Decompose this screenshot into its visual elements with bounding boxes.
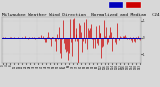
Text: Milwaukee Weather Wind Direction  Normalized and Median  (24 Hours) (New): Milwaukee Weather Wind Direction Normali…: [2, 13, 160, 17]
